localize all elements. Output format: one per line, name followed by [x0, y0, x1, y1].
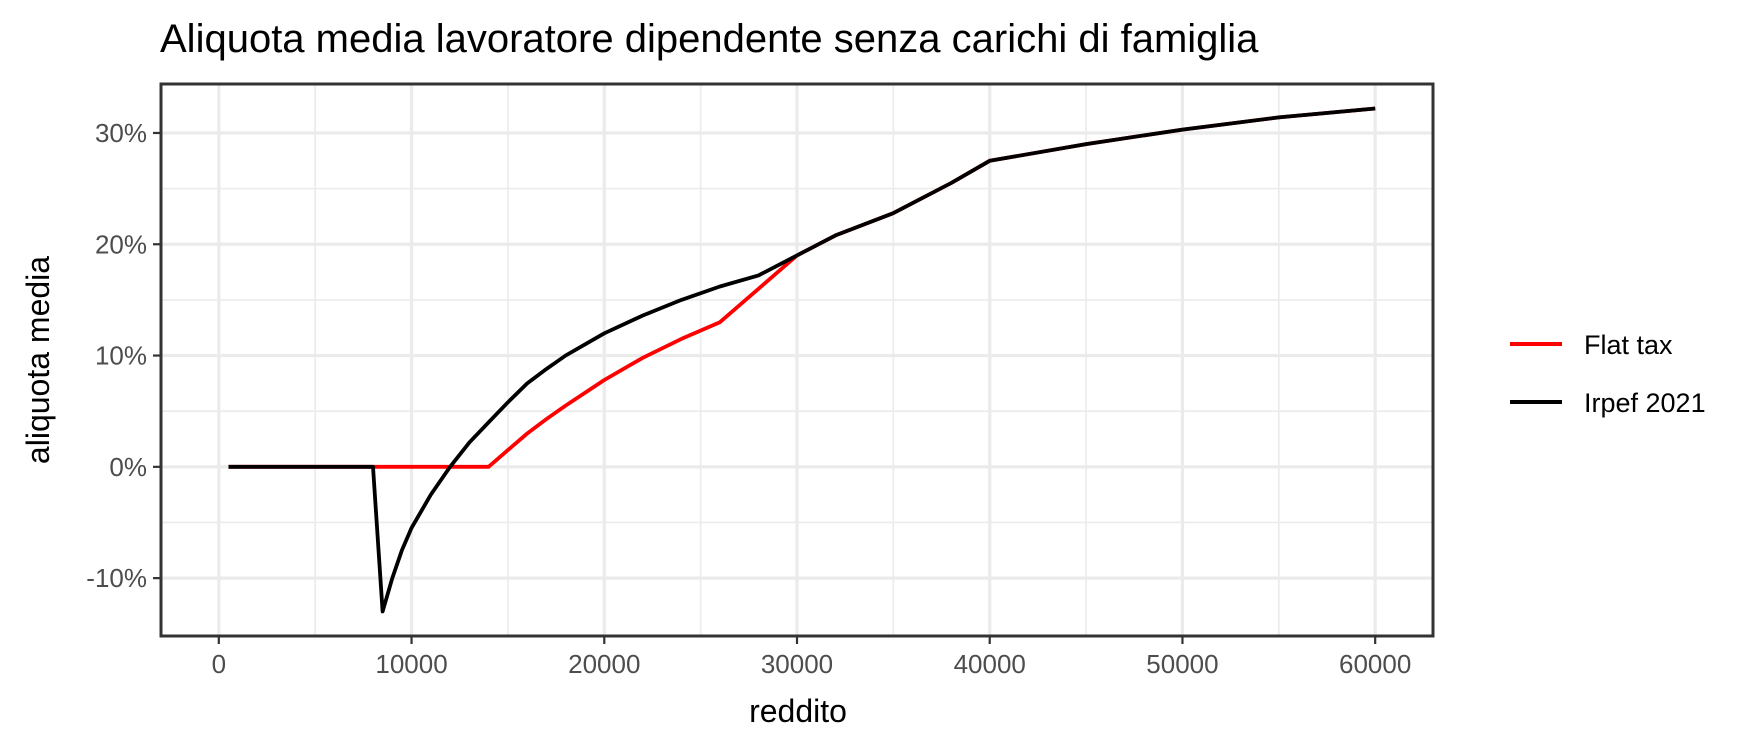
- series-line-flat-tax: [228, 106, 1376, 469]
- x-tick-label: 40000: [954, 649, 1026, 679]
- series-line-irpef-2021: [228, 106, 1376, 614]
- x-tick-label: 20000: [568, 649, 640, 679]
- legend-label: Flat tax: [1584, 330, 1673, 360]
- x-tick-label: 60000: [1339, 649, 1411, 679]
- y-tick-label: -10%: [86, 563, 147, 593]
- legend-label: Irpef 2021: [1584, 388, 1706, 418]
- chart-title: Aliquota media lavoratore dipendente sen…: [160, 17, 1259, 61]
- series-lines: [228, 106, 1376, 614]
- x-axis: 0 10000 20000 30000 40000 50000 60000: [212, 636, 1411, 679]
- x-tick-label: 50000: [1146, 649, 1218, 679]
- y-tick-label: 20%: [95, 229, 147, 259]
- x-tick-label: 0: [212, 649, 226, 679]
- y-tick-label: 30%: [95, 118, 147, 148]
- grid: [161, 84, 1433, 636]
- y-tick-label: 10%: [95, 341, 147, 371]
- x-tick-label: 10000: [375, 649, 447, 679]
- x-tick-label: 30000: [761, 649, 833, 679]
- y-axis-title: aliquota media: [20, 256, 56, 464]
- x-axis-title: reddito: [749, 693, 847, 729]
- y-axis: -10% 0% 10% 20% 30%: [86, 118, 161, 593]
- y-tick-label: 0%: [109, 452, 147, 482]
- legend: Flat tax Irpef 2021: [1510, 330, 1706, 418]
